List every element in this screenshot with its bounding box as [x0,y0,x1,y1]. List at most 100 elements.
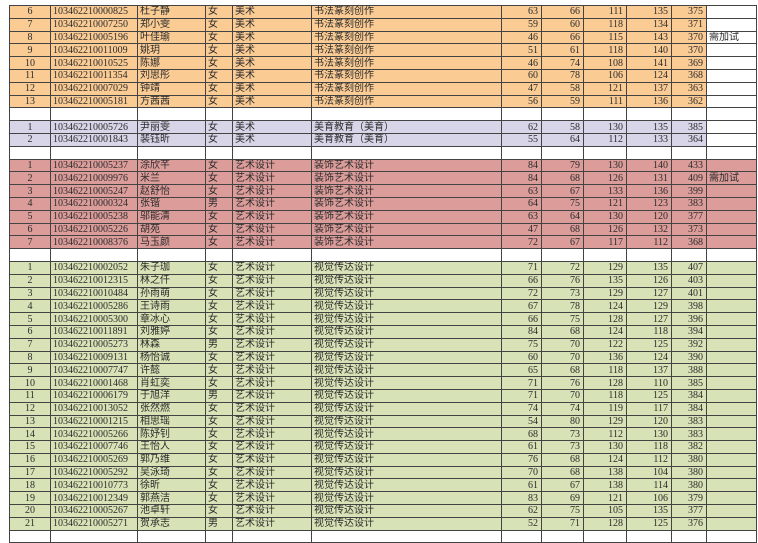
cell-score4: 140 [626,158,672,173]
cell-category: 艺术设计 [232,440,312,454]
cell-score2: 80 [541,414,584,429]
cell-score2: 68 [541,363,584,378]
cell-score3: 138 [583,465,627,480]
cell-gender: 女 [205,350,233,365]
cell-major: 视觉传达设计 [311,350,502,365]
empty-cell [671,248,707,262]
cell-score3: 121 [583,81,627,96]
cell-score1: 46 [501,30,542,45]
cell-score3: 108 [583,56,627,70]
cell-score4: 137 [626,363,672,378]
cell-name: 尹丽雯 [137,120,206,134]
cell-score1: 60 [501,350,542,365]
cell-category: 艺术设计 [232,414,312,429]
table-row: 4 103462210000324 张锴男艺术设计 装饰艺术设计 64 75 121 123 3… [9,196,757,211]
cell-score1: 84 [501,324,542,339]
table-row: 5 103462210005238 邬能清女艺术设计 装饰艺术设计 63 64 130 120… [9,209,757,224]
cell-score3: 138 [583,478,627,493]
empty-cell [671,145,707,160]
empty-cell [671,107,707,122]
table-row: 20 103462210005267 池卓轩女艺术设计 视觉传达设计 62 75 105 13… [9,504,757,518]
cell-score3: 130 [583,209,627,224]
cell-score3: 130 [583,440,627,454]
cell-total: 388 [671,363,707,378]
empty-cell [541,145,584,160]
empty-cell [706,248,757,262]
cell-total: 382 [671,440,707,454]
cell-category: 艺术设计 [232,401,312,416]
cell-score1: 60 [501,68,542,83]
empty-cell [311,529,502,543]
cell-note [706,401,757,416]
cell-score4: 130 [626,427,672,442]
cell-candidate-id: 103462210006179 [50,388,138,403]
cell-score1: 68 [501,427,542,442]
cell-total: 380 [671,452,707,467]
cell-rank: 9 [9,43,51,58]
cell-rank: 4 [9,196,51,211]
cell-name: 于旭洋 [137,388,206,403]
cell-total: 383 [671,414,707,429]
cell-score1: 62 [501,120,542,134]
cell-score3: 112 [583,427,627,442]
cell-score3: 124 [583,452,627,467]
cell-rank: 1 [9,260,51,275]
cell-score3: 117 [583,235,627,250]
cell-note [706,427,757,442]
cell-major: 视觉传达设计 [311,312,502,326]
cell-candidate-id: 103462210011891 [50,324,138,339]
cell-candidate-id: 103462210013052 [50,401,138,416]
cell-score2: 70 [541,337,584,352]
cell-rank: 6 [9,324,51,339]
empty-cell [583,529,627,543]
cell-note [706,350,757,365]
cell-major: 视觉传达设计 [311,478,502,493]
cell-category: 艺术设计 [232,478,312,493]
cell-gender: 女 [205,504,233,518]
cell-note [706,491,757,506]
cell-rank: 21 [9,516,51,531]
cell-total: 390 [671,350,707,365]
table-row: 16 103462210005269 郭乃维女艺术设计 视觉传达设计 76 68 124 11… [9,452,757,467]
cell-score2: 74 [541,56,584,70]
cell-major: 装饰艺术设计 [311,184,502,198]
cell-category: 美术 [232,132,312,147]
cell-gender: 女 [205,209,233,224]
cell-score1: 84 [501,171,542,186]
cell-major: 视觉传达设计 [311,337,502,352]
cell-score4: 124 [626,68,672,83]
score-table: 6 103462210000825 杜子静女美术 书法篆刻创作 63 66 111 135 37… [9,5,757,543]
cell-gender: 女 [205,324,233,339]
empty-cell [706,529,757,543]
cell-score4: 135 [626,5,672,19]
cell-name: 徐昕 [137,478,206,493]
cell-candidate-id: 103462210005226 [50,222,138,237]
cell-note [706,209,757,224]
cell-score3: 119 [583,401,627,416]
cell-score2: 60 [541,17,584,32]
cell-score1: 55 [501,132,542,147]
cell-gender: 男 [205,196,233,211]
cell-score2: 68 [541,452,584,467]
cell-rank: 11 [9,388,51,403]
cell-category: 艺术设计 [232,363,312,378]
cell-category: 美术 [232,5,312,19]
cell-name: 许懿 [137,363,206,378]
table-row: 1 103462210005726 尹丽雯女美术 美育教育（美育） 62 58 130 135… [9,120,757,134]
empty-cell [311,107,502,122]
cell-candidate-id: 103462210005247 [50,184,138,198]
cell-major: 书法篆刻创作 [311,56,502,70]
cell-score1: 76 [501,452,542,467]
table-row: 7 103462210005273 林森男艺术设计 视觉传达设计 75 70 122 125 3… [9,337,757,352]
table-row: 1 103462210005237 涂欣芊女艺术设计 装饰艺术设计 84 79 130 140… [9,158,757,173]
cell-score1: 65 [501,363,542,378]
cell-major: 美育教育（美育） [311,120,502,134]
cell-major: 装饰艺术设计 [311,235,502,250]
cell-score3: 129 [583,260,627,275]
cell-major: 书法篆刻创作 [311,81,502,96]
table-row: 11 103462210006179 于旭洋男艺术设计 视觉传达设计 71 70 118 12… [9,388,757,403]
cell-name: 张锴 [137,196,206,211]
cell-major: 视觉传达设计 [311,324,502,339]
cell-name: 章冰心 [137,312,206,326]
cell-total: 385 [671,376,707,390]
